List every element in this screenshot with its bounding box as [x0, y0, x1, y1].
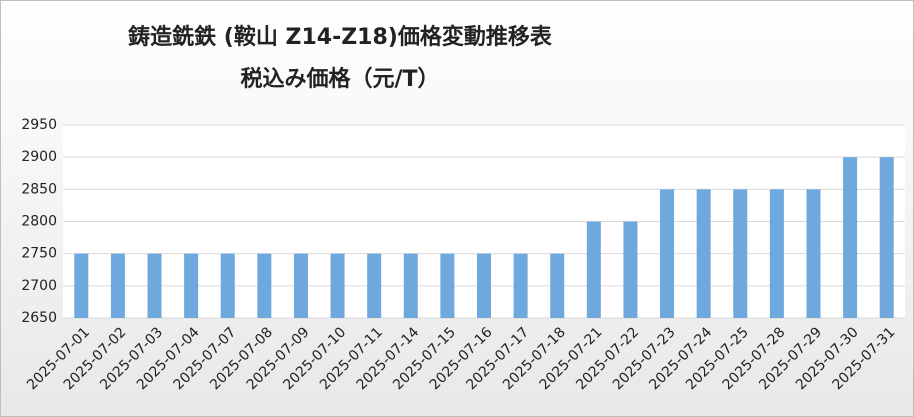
bar	[367, 253, 382, 318]
bar	[660, 189, 675, 318]
bar	[220, 253, 235, 318]
bar	[513, 253, 528, 318]
bar	[550, 253, 565, 318]
y-tick-label: 2900	[21, 149, 57, 165]
bar	[843, 157, 858, 318]
y-tick-label: 2750	[21, 246, 57, 262]
bar	[293, 253, 308, 318]
bar	[330, 253, 345, 318]
y-tick-label: 2650	[21, 310, 57, 326]
bar	[769, 189, 784, 318]
y-tick-label: 2850	[21, 181, 57, 197]
bar	[806, 189, 821, 318]
bar	[879, 157, 894, 318]
bar	[74, 253, 89, 318]
bar	[403, 253, 418, 318]
bar	[586, 221, 601, 318]
bar	[110, 253, 125, 318]
bar	[733, 189, 748, 318]
bar	[477, 253, 491, 318]
chart-title: 鋳造銑鉄 (鞍山 Z14-Z18)価格変動推移表	[128, 24, 553, 50]
y-tick-label: 2800	[21, 214, 57, 230]
bar	[147, 253, 162, 318]
bar	[623, 221, 638, 318]
bar	[184, 253, 199, 318]
y-tick-label: 2700	[21, 278, 57, 294]
bar	[696, 189, 711, 318]
bar	[257, 253, 272, 318]
chart-subtitle: 税込み価格（元/T）	[240, 66, 439, 92]
y-tick-label: 2950	[21, 117, 57, 133]
bar	[440, 253, 455, 318]
